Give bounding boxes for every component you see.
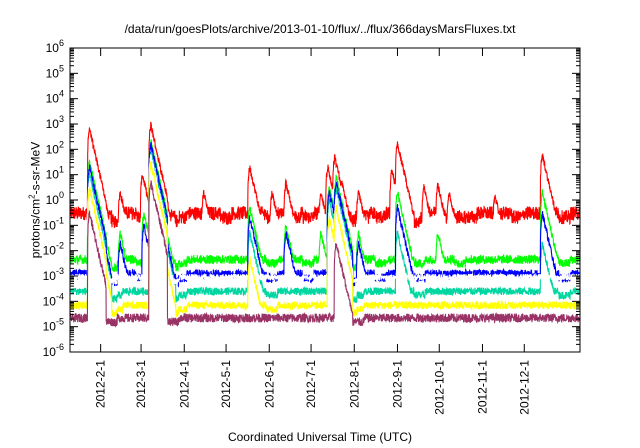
y-tick-label-exponent: 3	[59, 114, 64, 124]
series-1-line	[70, 121, 580, 229]
y-tick-label-base: 10	[46, 168, 60, 182]
y-tick-label-base: 10	[46, 92, 60, 106]
y-tick-label-12: 106	[46, 38, 64, 55]
chart-title: /data/run/goesPlots/archive/2013-01-10/f…	[124, 22, 516, 36]
y-tick-label-7: 101	[46, 165, 64, 182]
y-tick-label-4: 10-2	[43, 241, 64, 258]
x-tick-label-4: 2012-6-1	[262, 360, 276, 408]
y-tick-label-exponent: 5	[59, 63, 64, 73]
y-tick-label-9: 103	[46, 114, 64, 131]
y-tick-label-exponent: -2	[56, 241, 64, 251]
y-tick-label-exponent: 6	[59, 38, 64, 48]
series-group	[70, 121, 580, 328]
y-tick-label-exponent: 1	[59, 165, 64, 175]
series-6-line	[70, 161, 580, 318]
x-tick-label-1: 2012-3-1	[134, 360, 148, 408]
series-3-line	[70, 151, 580, 304]
y-tick-label-base: 10	[46, 142, 60, 156]
x-tick-label-5: 2012-7-1	[304, 360, 318, 408]
y-tick-label-exponent: 2	[59, 139, 64, 149]
y-tick-label-5: 10-1	[43, 215, 64, 232]
y-tick-label-base: 10	[43, 345, 57, 359]
y-tick-label-base: 10	[46, 193, 60, 207]
y-tick-label-base: 10	[46, 117, 60, 131]
series-5-line	[70, 154, 580, 287]
x-tick-label-7: 2012-9-1	[390, 360, 404, 408]
y-tick-label-exponent: -1	[56, 215, 64, 225]
series-4-line	[70, 142, 580, 288]
y-tick-label-1: 10-5	[43, 317, 64, 334]
y-tick-label-base: 10	[43, 269, 57, 283]
x-tick-label-0: 2012-2-1	[94, 360, 108, 408]
x-tick-label-3: 2012-5-1	[219, 360, 233, 408]
x-tick-label-10: 2012-12-1	[517, 360, 531, 415]
y-tick-label-base: 10	[46, 66, 60, 80]
y-tick-label-3: 10-3	[43, 266, 64, 283]
y-tick-label-0: 10-6	[43, 342, 64, 359]
y-tick-label-exponent: -5	[56, 317, 64, 327]
x-tick-label-8: 2012-10-1	[432, 360, 446, 415]
y-tick-label-exponent: -4	[56, 291, 64, 301]
y-tick-label-base: 10	[43, 320, 57, 334]
y-tick-label-base: 10	[43, 294, 57, 308]
y-tick-label-exponent: 0	[59, 190, 64, 200]
y-tick-label-exponent: -6	[56, 342, 64, 352]
y-tick-label-exponent: 4	[59, 89, 64, 99]
y-tick-label-2: 10-4	[43, 291, 64, 308]
y-tick-label-base: 10	[46, 41, 60, 55]
y-tick-label-exponent: -3	[56, 266, 64, 276]
x-axis-label: Coordinated Universal Time (UTC)	[227, 430, 413, 444]
y-tick-label-base: 10	[43, 218, 57, 232]
y-tick-label-10: 104	[46, 89, 64, 106]
series-7-line	[70, 180, 580, 328]
x-tick-label-2: 2012-4-1	[177, 360, 191, 408]
y-tick-label-11: 105	[46, 63, 64, 80]
y-tick-label-base: 10	[43, 244, 57, 258]
x-tick-label-6: 2012-8-1	[347, 360, 361, 408]
y-tick-label-6: 100	[46, 190, 64, 207]
y-tick-label-8: 102	[46, 139, 64, 156]
x-tick-label-9: 2012-11-1	[475, 360, 489, 414]
